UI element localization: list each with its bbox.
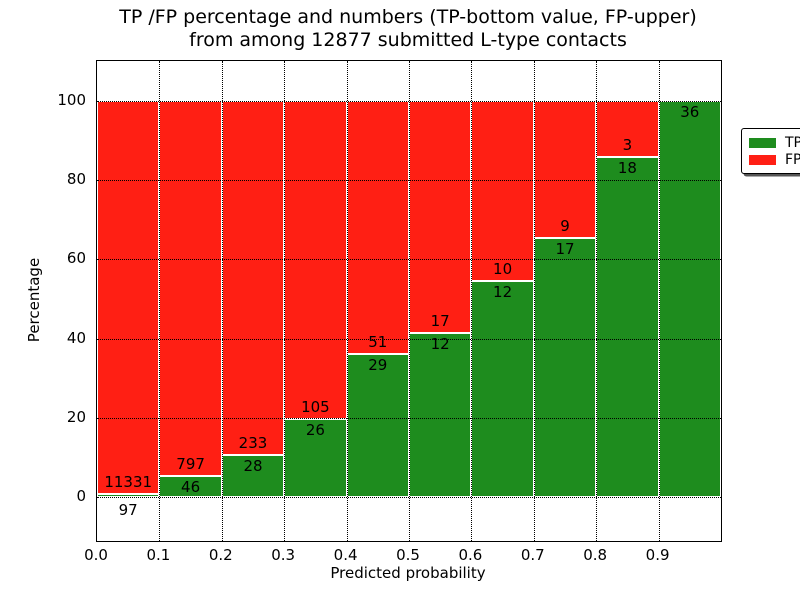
x-tick-label: 0.2 [208,546,233,564]
v-gridline [533,61,535,541]
x-tick-label: 0.4 [333,546,358,564]
v-gridline [596,61,598,541]
plot-area: 11331 97 797 46 233 28 105 26 51 29 17 12 10 12 9 17 3 18… [96,60,800,542]
bar-fp-segment [97,100,160,494]
bar-tp-segment [471,280,534,498]
chart-title: TP /FP percentage and numbers (TP-bottom… [96,6,720,52]
chart-title-line-1: TP /FP percentage and numbers (TP-bottom… [119,6,697,28]
x-tick-label: 0.0 [84,546,108,564]
plot-canvas: 11331 97 797 46 233 28 105 26 51 29 17 12 10 12 9 17 3 18… [97,61,721,541]
tp-color-swatch-icon [749,137,776,148]
bar-value-tp: 18 [617,159,637,178]
bar-value-tp: 28 [243,456,263,475]
bar-value-fp: 17 [430,312,450,331]
bar-tp-segment [533,237,597,498]
x-tick-label: 0.5 [396,546,420,564]
y-tick-label: 40 [66,328,86,347]
v-gridline [284,61,286,541]
x-tick-label: 0.6 [458,546,483,564]
y-tick-label: 20 [66,408,86,427]
bar-value-tp: 12 [493,282,513,301]
bar-tp-segment [284,418,347,498]
v-gridline [159,61,161,541]
x-tick-label: 0.1 [146,546,171,564]
legend-label-fp: FP [785,151,800,168]
v-gridline [471,61,473,541]
bar-value-tp: 46 [181,477,201,496]
bar-value-tp: 26 [305,420,325,439]
v-gridline [658,61,660,541]
x-axis-label: Predicted probability [330,564,486,582]
legend-item-fp: FP [749,151,800,168]
bar-fp-segment [471,100,534,281]
bar-fp-segment [159,100,222,476]
bar-value-tp: 36 [680,102,700,121]
x-tick-label: 0.3 [271,546,296,564]
bar-tp-segment [346,353,409,498]
y-tick-label: 60 [66,249,86,268]
bar-fp-segment [346,100,409,354]
x-tick-label: 0.8 [583,546,608,564]
chart-title-line-2: from among 12877 submitted L-type contac… [189,29,627,51]
bar-tp-segment [409,333,472,498]
bar-value-fp: 10 [493,259,513,278]
bar-value-fp: 51 [368,332,388,351]
legend: TP FP [741,128,800,174]
bar-value-fp: 797 [176,454,205,473]
y-tick-label: 80 [66,170,86,188]
fp-color-swatch-icon [749,154,776,165]
bar-tp-segment [97,493,160,498]
bar-value-tp: 97 [118,501,138,520]
bar-value-tp: 12 [430,335,450,354]
legend-item-tp: TP [749,134,800,151]
x-tick-label: 0.9 [645,546,670,564]
v-gridline [346,61,348,541]
v-gridline [409,61,410,541]
x-tick-label: 0.7 [520,546,545,564]
bar-value-fp: 233 [238,433,268,452]
bar-value-tp: 17 [555,239,575,258]
bar-value-fp: 105 [301,397,330,416]
bar-tp-segment [658,100,721,498]
y-tick-label: 100 [57,90,86,109]
bar-value-fp: 3 [622,136,633,155]
bar-tp-segment [221,454,285,498]
y-tick-label: 0 [76,487,86,506]
bar-value-fp: 9 [560,216,570,235]
legend-label-tp: TP [785,134,800,151]
bar-fp-segment [409,100,472,334]
bar-tp-segment [596,157,659,498]
bar-value-tp: 29 [368,355,388,374]
v-gridline [221,61,223,541]
bar-value-fp: 11331 [104,472,153,491]
bar-fp-segment [221,100,285,455]
